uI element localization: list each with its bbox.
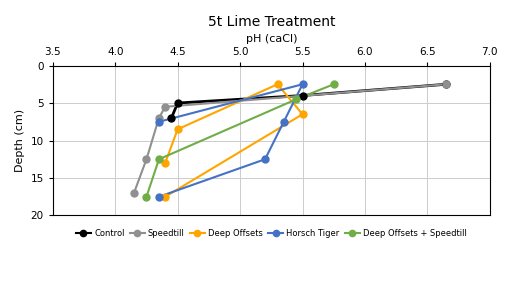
Line: Deep Offsets + Speedtill: Deep Offsets + Speedtill: [143, 81, 337, 200]
Speedtill: [443, 83, 449, 86]
Deep Offsets + Speedtill: [156, 158, 162, 161]
Deep Offsets: [162, 195, 168, 198]
Horsch Tiger: [281, 120, 287, 124]
Speedtill: [143, 158, 149, 161]
Deep Offsets + Speedtill: [143, 195, 149, 198]
Horsch Tiger: [156, 120, 162, 124]
Line: Control: Control: [168, 81, 449, 122]
Control: [168, 116, 174, 120]
Legend: Control, Speedtill, Deep Offsets, Horsch Tiger, Deep Offsets + Speedtill: Control, Speedtill, Deep Offsets, Horsch…: [72, 226, 470, 241]
Control: [174, 101, 181, 105]
Speedtill: [162, 105, 168, 109]
Speedtill: [156, 116, 162, 120]
Speedtill: [131, 191, 137, 195]
Line: Horsch Tiger: Horsch Tiger: [155, 81, 306, 200]
Control: [300, 94, 306, 97]
Horsch Tiger: [156, 195, 162, 198]
Title: 5t Lime Treatment: 5t Lime Treatment: [208, 15, 335, 29]
Deep Offsets: [162, 161, 168, 165]
Line: Speedtill: Speedtill: [130, 81, 449, 196]
Deep Offsets + Speedtill: [293, 98, 300, 101]
Deep Offsets: [174, 128, 181, 131]
Line: Deep Offsets: Deep Offsets: [162, 81, 306, 200]
Control: [443, 83, 449, 86]
Deep Offsets: [274, 83, 281, 86]
X-axis label: pH (caCl): pH (caCl): [246, 34, 297, 44]
Deep Offsets + Speedtill: [331, 83, 337, 86]
Deep Offsets: [300, 113, 306, 116]
Horsch Tiger: [262, 158, 268, 161]
Y-axis label: Depth (cm): Depth (cm): [15, 109, 25, 172]
Horsch Tiger: [300, 83, 306, 86]
